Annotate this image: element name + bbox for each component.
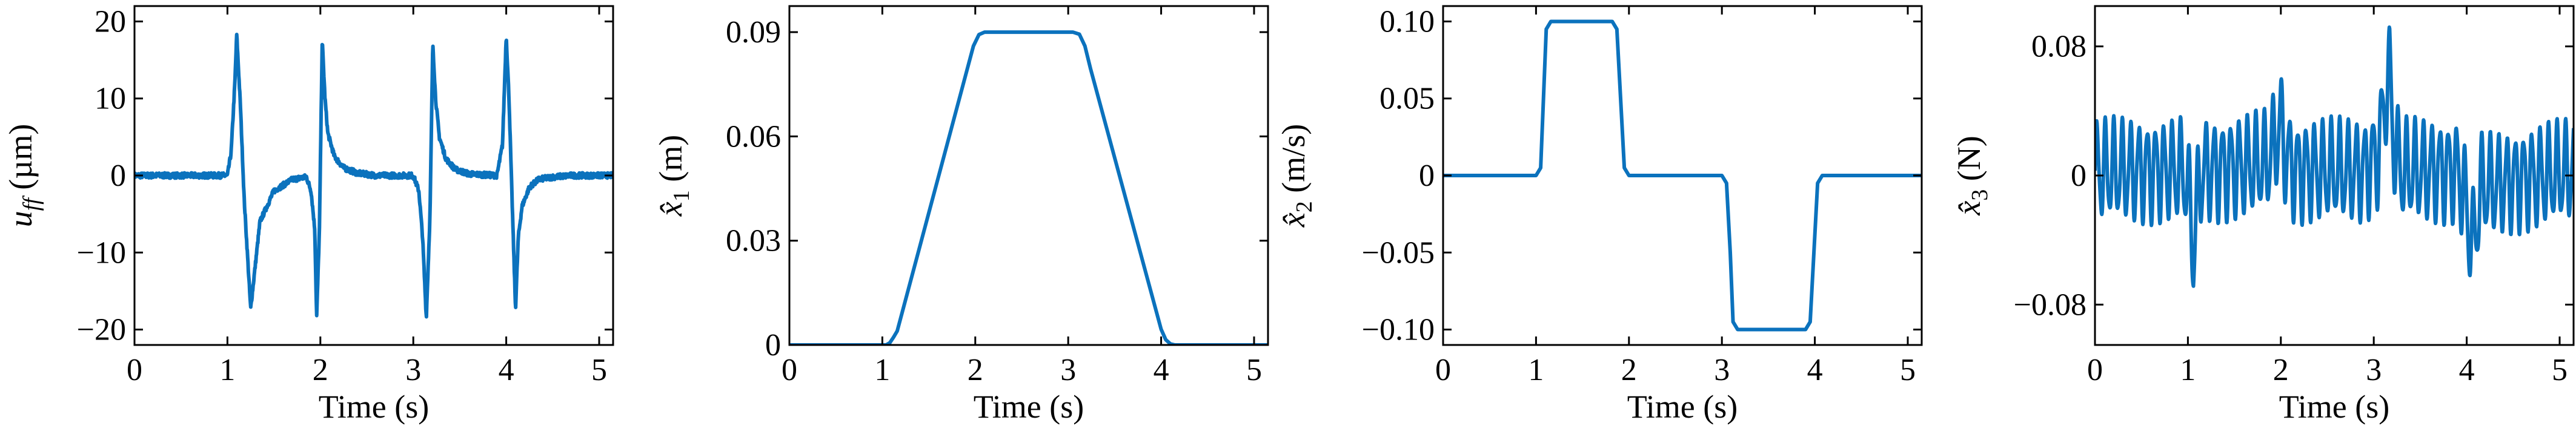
y-tick-label: 0 xyxy=(1419,159,1435,193)
y-axis-label: x̂2 (m/s) xyxy=(1275,124,1317,228)
x-tick-label: 1 xyxy=(874,353,890,387)
y-label-subscript: 1 xyxy=(669,190,694,202)
y-label-symbol: x̂ xyxy=(652,202,689,217)
x-tick-label: 2 xyxy=(968,353,983,387)
y-tick-label: 0 xyxy=(110,159,126,193)
x-tick-label: 5 xyxy=(1246,353,1262,387)
y-axis-label: x̂3 (N) xyxy=(1951,136,1993,215)
series-line-1 xyxy=(789,30,1268,345)
x-tick-label: 2 xyxy=(313,353,328,387)
x-axis-label: Time (s) xyxy=(2279,389,2390,425)
x-tick-label: 5 xyxy=(1900,353,1916,387)
x-tick-label: 3 xyxy=(2366,353,2382,387)
x-axis-label: Time (s) xyxy=(974,389,1084,425)
y-axis-label: x̂1 (m) xyxy=(652,135,694,217)
x-tick-label: 4 xyxy=(499,353,514,387)
y-label-subscript: 3 xyxy=(1967,189,1993,201)
x-tick-label: 3 xyxy=(405,353,421,387)
y-tick-label: 0.03 xyxy=(726,224,781,258)
y-tick-label: 0.09 xyxy=(726,15,781,50)
y-label-symbol: u xyxy=(2,211,39,227)
x-tick-label: 2 xyxy=(1621,353,1637,387)
y-tick-label: 0 xyxy=(2071,159,2086,193)
y-label-unit: (N) xyxy=(1951,136,1987,189)
x-tick-label: 2 xyxy=(2273,353,2289,387)
y-tick-label: 0.10 xyxy=(1379,4,1435,39)
x-tick-label: 0 xyxy=(2087,353,2103,387)
x-tick-label: 4 xyxy=(1154,353,1169,387)
x-tick-label: 1 xyxy=(2180,353,2196,387)
y-tick-label: −0.10 xyxy=(1362,313,1435,347)
y-label-subscript: 2 xyxy=(1292,201,1317,212)
series-line-1 xyxy=(134,32,613,319)
y-label-symbol: x̂ xyxy=(1951,201,1987,216)
axes-frame xyxy=(788,5,1269,346)
y-tick-label: 0.08 xyxy=(2031,30,2086,64)
y-label-symbol: x̂ xyxy=(1275,212,1312,228)
y-tick-label: 0.05 xyxy=(1379,82,1435,116)
x-tick-label: 5 xyxy=(591,353,607,387)
series-line-1 xyxy=(2095,25,2574,288)
y-tick-label: 0 xyxy=(765,328,781,363)
y-tick-label: 0.06 xyxy=(726,119,781,154)
y-tick-label: −10 xyxy=(77,235,126,270)
subplot-1: 0 1 2 3 4 5 −20 −10 0 10 20 Time (s) uff (µm) xyxy=(2,4,614,425)
x-tick-label: 0 xyxy=(782,353,797,387)
x-tick-label: 5 xyxy=(2552,353,2568,387)
x-axis-label: Time (s) xyxy=(319,389,430,425)
y-label-unit: (m) xyxy=(652,135,689,190)
x-axis-label: Time (s) xyxy=(1627,389,1738,425)
x-tick-label: 3 xyxy=(1060,353,1076,387)
y-tick-label: −20 xyxy=(77,313,126,347)
y-label-unit: (m/s) xyxy=(1275,124,1312,202)
y-tick-label: −0.08 xyxy=(2014,287,2086,322)
x-tick-label: 1 xyxy=(1528,353,1544,387)
y-label-unit: (µm) xyxy=(2,124,39,199)
x-tick-label: 0 xyxy=(1435,353,1451,387)
y-tick-label: 10 xyxy=(95,82,126,116)
y-axis-label: uff (µm) xyxy=(2,124,44,228)
y-tick-label: −0.05 xyxy=(1362,235,1435,270)
x-tick-label: 1 xyxy=(219,353,235,387)
x-tick-label: 0 xyxy=(127,353,142,387)
x-tick-label: 4 xyxy=(1807,353,1823,387)
x-tick-label: 4 xyxy=(2459,353,2475,387)
x-tick-label: 3 xyxy=(1714,353,1730,387)
y-tick-label: 20 xyxy=(95,4,126,39)
series-line-1 xyxy=(1443,19,1922,332)
